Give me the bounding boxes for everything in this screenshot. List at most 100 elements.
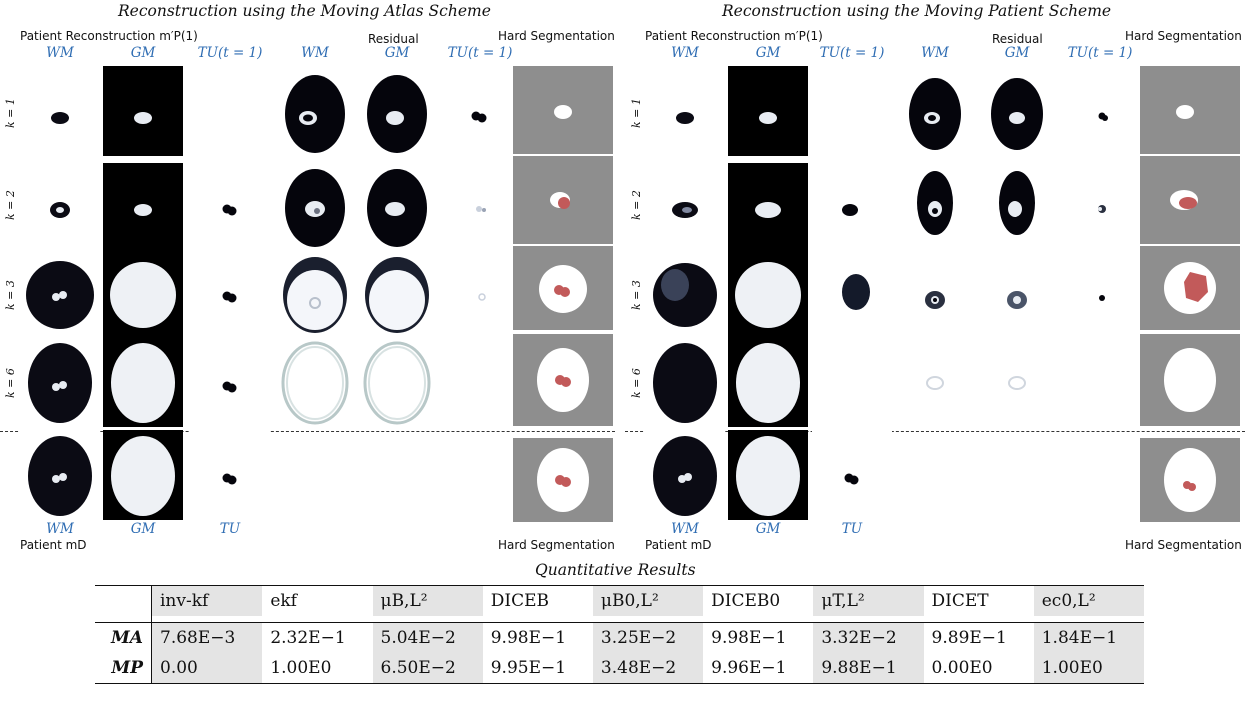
table-row: MA 7.68E−3 2.32E−1 5.04E−2 9.98E−1 3.25E… bbox=[95, 622, 1144, 653]
left-dashed-separator bbox=[0, 431, 615, 432]
table-cell: 6.50E−2 bbox=[372, 653, 483, 684]
right-k2-segmentation-image bbox=[1140, 156, 1240, 244]
table-spacer-row bbox=[95, 616, 1144, 623]
left-k3-gm-image bbox=[103, 250, 183, 335]
table-cell: 3.48E−2 bbox=[592, 653, 704, 684]
left-figure-title: Reconstruction using the Moving Atlas Sc… bbox=[118, 2, 491, 20]
header-cell: μB,L² bbox=[372, 585, 483, 616]
header-cell: DICEB0 bbox=[703, 585, 814, 616]
row-label-k6-left: k = 6 bbox=[4, 368, 17, 398]
left-k1-segmentation-image bbox=[513, 66, 613, 154]
header-cell: ekf bbox=[262, 585, 373, 616]
header-cell: μB0,L² bbox=[592, 585, 704, 616]
left-k3-res-gm-image bbox=[357, 250, 437, 335]
right-reconstruction-label: Patient Reconstruction m′P(1) bbox=[645, 29, 823, 43]
row-label: MP bbox=[95, 653, 152, 684]
left-patient-wm-image bbox=[20, 430, 100, 520]
right-k2-gm-image bbox=[728, 163, 808, 253]
left-residual-label: Residual bbox=[368, 32, 419, 46]
right-col-tu: TU(t = 1) bbox=[819, 45, 885, 61]
right-col-res-wm: WM bbox=[921, 45, 949, 61]
table-cell: 3.32E−2 bbox=[813, 622, 924, 653]
left-col-res-tu: TU(t = 1) bbox=[447, 45, 513, 61]
left-patient-label: Patient mD bbox=[20, 538, 87, 552]
right-k1-res-tu-image bbox=[1060, 66, 1140, 156]
right-bottom-segmentation-label: Hard Segmentation bbox=[1125, 538, 1242, 552]
left-k2-segmentation-image bbox=[513, 156, 613, 244]
left-col-tu: TU(t = 1) bbox=[197, 45, 263, 61]
right-k1-segmentation-image bbox=[1140, 66, 1240, 154]
left-k3-segmentation-image bbox=[513, 246, 613, 330]
left-k2-gm-image bbox=[103, 163, 183, 253]
table-cell: 9.89E−1 bbox=[931, 628, 1007, 648]
right-k6-res-wm-image bbox=[895, 335, 975, 427]
row-label-k2-right: k = 2 bbox=[630, 190, 643, 220]
table-title: Quantitative Results bbox=[535, 561, 696, 579]
table-cell: 9.88E−1 bbox=[813, 653, 924, 684]
header-cell: DICEB bbox=[482, 585, 593, 616]
right-k1-gm-image bbox=[728, 66, 808, 156]
right-k3-gm-image bbox=[728, 250, 808, 335]
right-bottom-tu: TU bbox=[841, 521, 863, 537]
right-k1-res-gm-image bbox=[977, 66, 1057, 156]
right-k1-res-wm-image bbox=[895, 66, 975, 156]
right-col-wm: WM bbox=[671, 45, 699, 61]
header-cell: μT,L² bbox=[813, 585, 924, 616]
right-k3-wm-image bbox=[645, 250, 725, 335]
right-k3-res-wm-image bbox=[895, 250, 975, 335]
right-col-res-gm: GM bbox=[1004, 45, 1030, 61]
table-cell: 9.96E−1 bbox=[703, 653, 814, 684]
table-header-row: inv-kf ekf μB,L² DICEB μB0,L² DICEB0 μT,… bbox=[95, 585, 1144, 616]
left-k6-res-wm-image bbox=[275, 335, 355, 427]
left-k6-wm-image bbox=[20, 335, 100, 427]
right-k6-res-gm-image bbox=[977, 335, 1057, 427]
table-cell: 0.00E0 bbox=[923, 653, 1034, 684]
right-patient-tu-image bbox=[812, 430, 892, 520]
right-k2-tu-image bbox=[812, 163, 892, 253]
right-residual-label: Residual bbox=[992, 32, 1043, 46]
left-k2-res-wm-image bbox=[275, 163, 355, 253]
table-cell: 9.98E−1 bbox=[711, 628, 787, 648]
left-k1-res-gm-image bbox=[357, 66, 437, 156]
table-cell: 2.32E−1 bbox=[270, 628, 346, 648]
table-cell: 1.84E−1 bbox=[1033, 622, 1144, 653]
row-label-k3-left: k = 3 bbox=[4, 280, 17, 310]
left-patient-segmentation-image bbox=[513, 438, 613, 522]
right-k2-res-wm-image bbox=[895, 163, 975, 253]
left-k6-res-gm-image bbox=[357, 335, 437, 427]
left-bottom-segmentation-label: Hard Segmentation bbox=[498, 538, 615, 552]
right-patient-wm-image bbox=[645, 430, 725, 520]
right-k2-res-tu-image bbox=[1060, 163, 1140, 253]
left-bottom-wm: WM bbox=[46, 521, 74, 537]
table-cell: 1.00E0 bbox=[262, 653, 373, 684]
right-k2-wm-image bbox=[645, 163, 725, 253]
right-dashed-separator bbox=[625, 431, 1245, 432]
left-bottom-tu: TU bbox=[219, 521, 241, 537]
header-cell: DICET bbox=[923, 585, 1034, 616]
right-col-res-tu: TU(t = 1) bbox=[1067, 45, 1133, 61]
left-k2-res-gm-image bbox=[357, 163, 437, 253]
header-cell: ec0,L² bbox=[1033, 585, 1144, 616]
table-cell: 9.95E−1 bbox=[482, 653, 593, 684]
table-cell: 1.00E0 bbox=[1033, 653, 1144, 684]
table-cell: 7.68E−3 bbox=[151, 622, 263, 653]
right-k3-segmentation-image bbox=[1140, 246, 1240, 330]
row-label-k6-right: k = 6 bbox=[630, 368, 643, 398]
results-table: inv-kf ekf μB,L² DICEB μB0,L² DICEB0 μT,… bbox=[95, 585, 1144, 684]
right-bottom-wm: WM bbox=[671, 521, 699, 537]
row-label: MA bbox=[95, 622, 152, 653]
left-patient-tu-image bbox=[190, 430, 270, 520]
left-k3-wm-image bbox=[20, 250, 100, 335]
left-col-res-wm: WM bbox=[301, 45, 329, 61]
left-k1-wm-image bbox=[20, 66, 100, 156]
left-k3-tu-image bbox=[190, 250, 270, 335]
left-col-wm: WM bbox=[46, 45, 74, 61]
left-k1-res-tu-image bbox=[440, 66, 520, 156]
table-cell: 3.25E−2 bbox=[592, 622, 704, 653]
row-label-k1-right: k = 1 bbox=[630, 98, 643, 128]
left-col-gm: GM bbox=[130, 45, 156, 61]
left-reconstruction-label: Patient Reconstruction m′P(1) bbox=[20, 29, 198, 43]
table-cell: 9.98E−1 bbox=[490, 628, 567, 648]
right-patient-segmentation-image bbox=[1140, 438, 1240, 522]
left-segmentation-label: Hard Segmentation bbox=[498, 29, 615, 43]
